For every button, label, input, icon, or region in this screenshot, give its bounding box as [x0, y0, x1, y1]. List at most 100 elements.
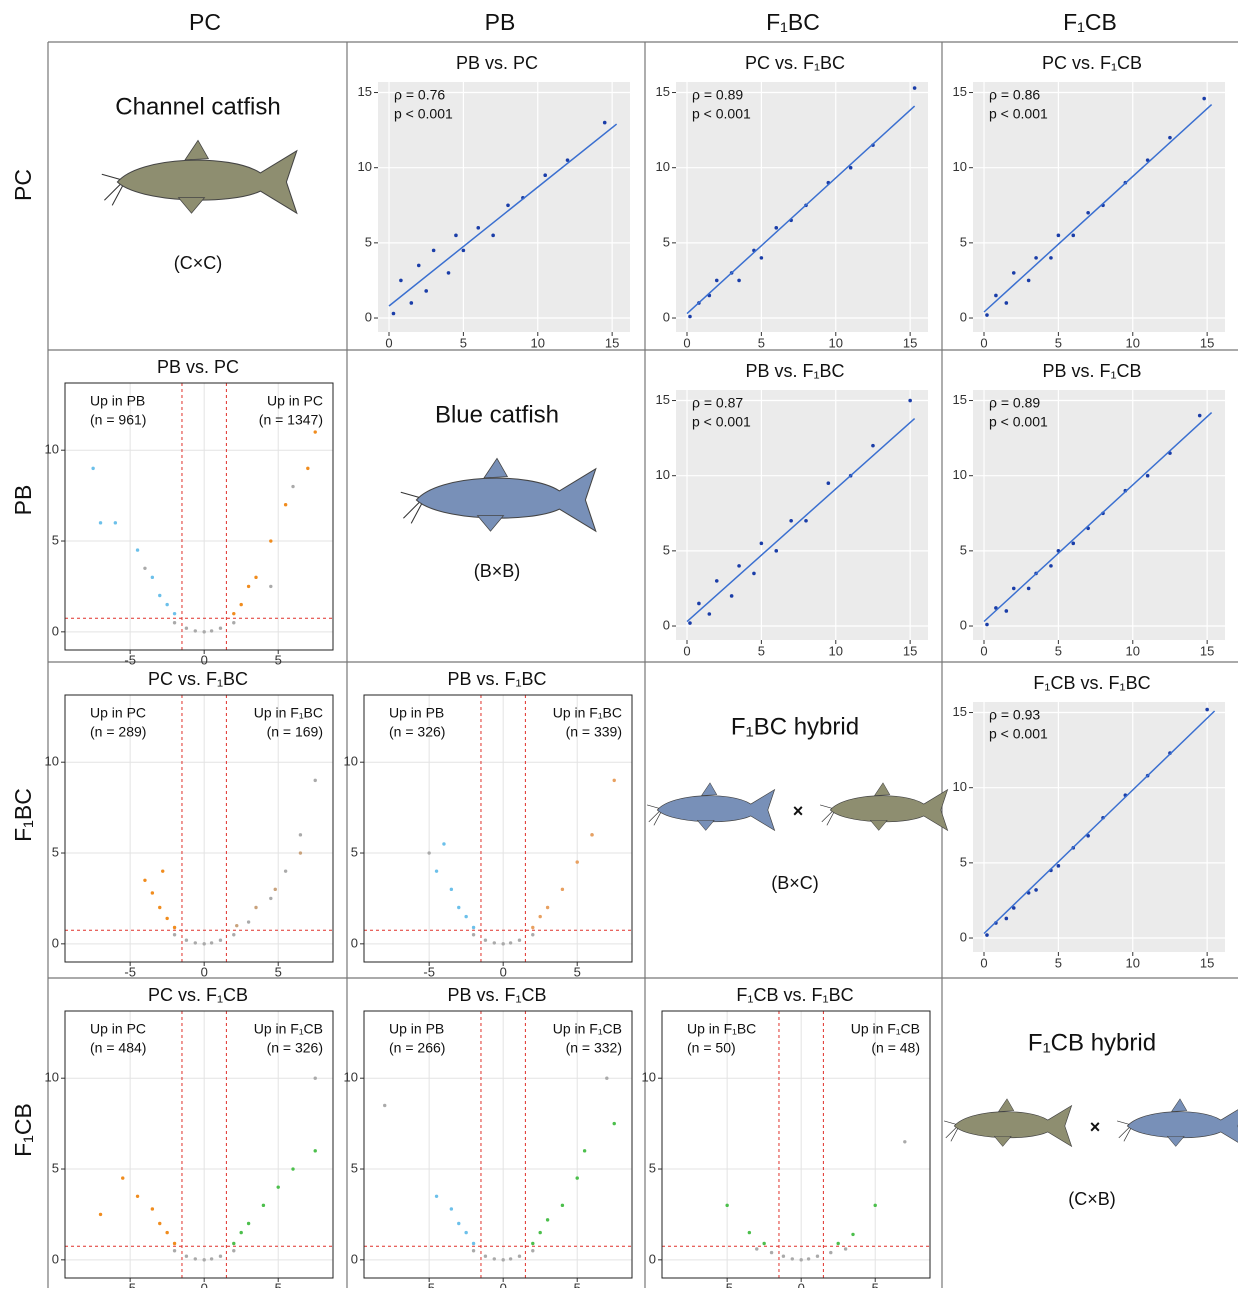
annotation-count: (n = 484)	[90, 1040, 146, 1056]
y-tick-label: 5	[663, 234, 670, 249]
point	[531, 1242, 534, 1245]
point	[432, 249, 436, 253]
fish-illustration	[647, 783, 775, 831]
point	[1205, 708, 1209, 712]
species-name: F₁CB hybrid	[1028, 1029, 1156, 1056]
point	[143, 567, 146, 570]
x-tick-label: 15	[1200, 643, 1214, 658]
point	[874, 1204, 877, 1207]
point	[985, 623, 989, 627]
point	[457, 906, 460, 909]
row-header: PC	[10, 169, 36, 201]
point	[1049, 564, 1053, 568]
annotation: Up in PB	[90, 393, 145, 409]
column-header: PB	[485, 9, 516, 35]
point	[476, 226, 480, 230]
y-tick-label: 0	[351, 1251, 358, 1266]
point	[173, 926, 176, 929]
fish-illustration	[102, 140, 297, 213]
point	[136, 548, 139, 551]
point	[1071, 234, 1075, 238]
point	[782, 1255, 785, 1258]
point	[583, 1149, 586, 1152]
y-tick-label: 15	[358, 84, 372, 99]
point	[531, 933, 534, 936]
chart-title: PB vs. F₁CB	[1042, 361, 1141, 381]
point	[472, 1242, 475, 1245]
x-tick-label: 10	[829, 643, 843, 658]
point	[807, 1257, 810, 1260]
point	[1012, 587, 1016, 591]
fish-illustration	[401, 458, 596, 531]
y-tick-label: 10	[953, 159, 967, 174]
figure: PCPBF₁BCF₁CBPCPBF₁BCF₁CBChannel catfish(…	[0, 0, 1238, 1288]
annotation: ρ = 0.76	[394, 87, 445, 103]
point	[173, 612, 176, 615]
y-tick-label: 10	[45, 1070, 59, 1085]
x-tick-label: 15	[1200, 955, 1214, 970]
x-tick-label: 5	[1055, 643, 1062, 658]
x-tick-label: 10	[1126, 955, 1140, 970]
point	[173, 1249, 176, 1252]
y-tick-label: 15	[953, 84, 967, 99]
y-tick-label: 0	[52, 1251, 59, 1266]
point	[435, 1195, 438, 1198]
chart-title: PB vs. F₁CB	[447, 985, 546, 1005]
annotation: p < 0.001	[692, 414, 751, 430]
point	[235, 924, 238, 927]
y-tick-label: 10	[45, 442, 59, 457]
point	[851, 1233, 854, 1236]
annotation: ρ = 0.93	[989, 707, 1040, 723]
point	[114, 521, 117, 524]
point	[501, 942, 504, 945]
species-name: Channel catfish	[115, 93, 280, 120]
y-tick-label: 10	[656, 467, 670, 482]
point	[531, 1249, 534, 1252]
point	[284, 503, 287, 506]
point	[501, 1258, 504, 1261]
point	[737, 564, 741, 568]
point	[985, 933, 989, 937]
point	[1005, 917, 1009, 921]
x-tick-label: 5	[758, 335, 765, 350]
point	[1049, 256, 1053, 260]
point	[770, 1251, 773, 1254]
fish-illustration	[944, 1099, 1072, 1147]
x-tick-label: 5	[460, 335, 467, 350]
annotation: Up in F₁BC	[254, 705, 323, 721]
point	[417, 264, 421, 268]
y-tick-label: 5	[351, 1160, 358, 1175]
annotation-count: (n = 48)	[871, 1040, 920, 1056]
x-tick-label: 5	[758, 643, 765, 658]
point	[435, 869, 438, 872]
x-tick-label: 15	[1200, 335, 1214, 350]
point	[576, 860, 579, 863]
point	[1034, 256, 1038, 260]
point	[531, 926, 534, 929]
point	[269, 539, 272, 542]
point	[202, 630, 205, 633]
point	[506, 203, 510, 207]
annotation: ρ = 0.89	[989, 395, 1040, 411]
point	[708, 612, 712, 616]
x-tick-label: -5	[124, 1280, 136, 1288]
point	[457, 1222, 460, 1225]
x-tick-label: 5	[275, 1280, 282, 1288]
annotation: p < 0.001	[394, 106, 453, 122]
x-tick-label: 0	[980, 955, 987, 970]
point	[99, 1213, 102, 1216]
point	[509, 1257, 512, 1260]
annotation: Up in PB	[389, 705, 444, 721]
fish-whiskers	[401, 492, 422, 523]
x-tick-label: 15	[605, 335, 619, 350]
annotation: p < 0.001	[989, 106, 1048, 122]
point	[447, 271, 451, 275]
point	[1012, 271, 1016, 275]
point	[715, 579, 719, 583]
point	[748, 1231, 751, 1234]
x-tick-label: 5	[574, 1280, 581, 1288]
point	[1057, 234, 1061, 238]
y-tick-label: 15	[953, 704, 967, 719]
annotation: p < 0.001	[692, 106, 751, 122]
point	[561, 888, 564, 891]
